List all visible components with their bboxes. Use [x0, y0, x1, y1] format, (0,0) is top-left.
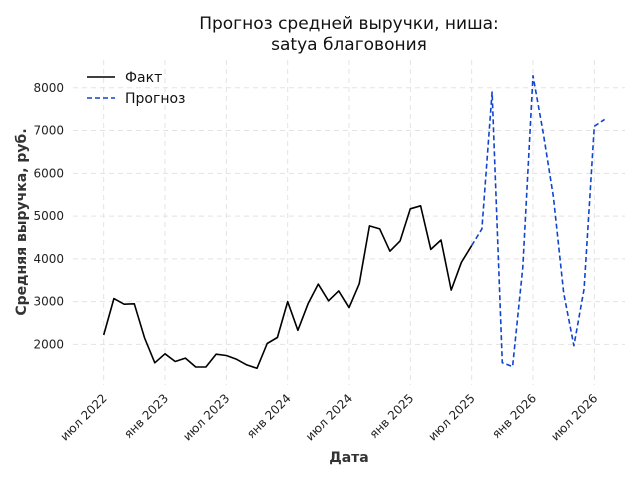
series-lines [102, 75, 606, 370]
y-axis-label: Средняя выручка, руб. [14, 128, 30, 315]
x-tick-label: янв 2025 [367, 391, 417, 441]
y-tick-label: 6000 [33, 166, 64, 180]
chart-title-line-1: Прогноз средней выручки, ниша: [199, 14, 499, 34]
y-tick-label: 8000 [33, 81, 64, 95]
chart-title-line-2: satya благовония [271, 35, 427, 55]
legend: Факт Прогноз [87, 70, 186, 107]
x-tick-label: янв 2024 [244, 391, 294, 441]
series-line-forecast [471, 75, 606, 368]
x-tick-label: июл 2025 [426, 391, 478, 443]
series-line-fact [102, 205, 473, 370]
y-axis-ticks: 2000 3000 4000 5000 6000 7000 8000 [33, 81, 64, 352]
x-tick-label: янв 2023 [121, 391, 171, 441]
x-tick-label: июл 2024 [303, 391, 355, 443]
x-axis-label: Дата [329, 450, 368, 466]
y-tick-label: 7000 [33, 124, 64, 138]
y-tick-label: 2000 [33, 337, 64, 351]
grid [73, 60, 625, 385]
x-tick-label: июл 2023 [180, 391, 232, 443]
x-tick-label: июл 2026 [548, 391, 600, 443]
y-tick-label: 4000 [33, 252, 64, 266]
x-tick-label: июл 2022 [58, 391, 110, 443]
y-tick-label: 5000 [33, 209, 64, 223]
y-tick-label: 3000 [33, 295, 64, 309]
x-tick-label: янв 2026 [489, 391, 539, 441]
legend-label-fact: Факт [125, 70, 162, 86]
x-axis-ticks: июл 2022 янв 2023 июл 2023 янв 2024 июл 2024… [58, 391, 601, 443]
legend-label-forecast: Прогноз [125, 91, 186, 107]
